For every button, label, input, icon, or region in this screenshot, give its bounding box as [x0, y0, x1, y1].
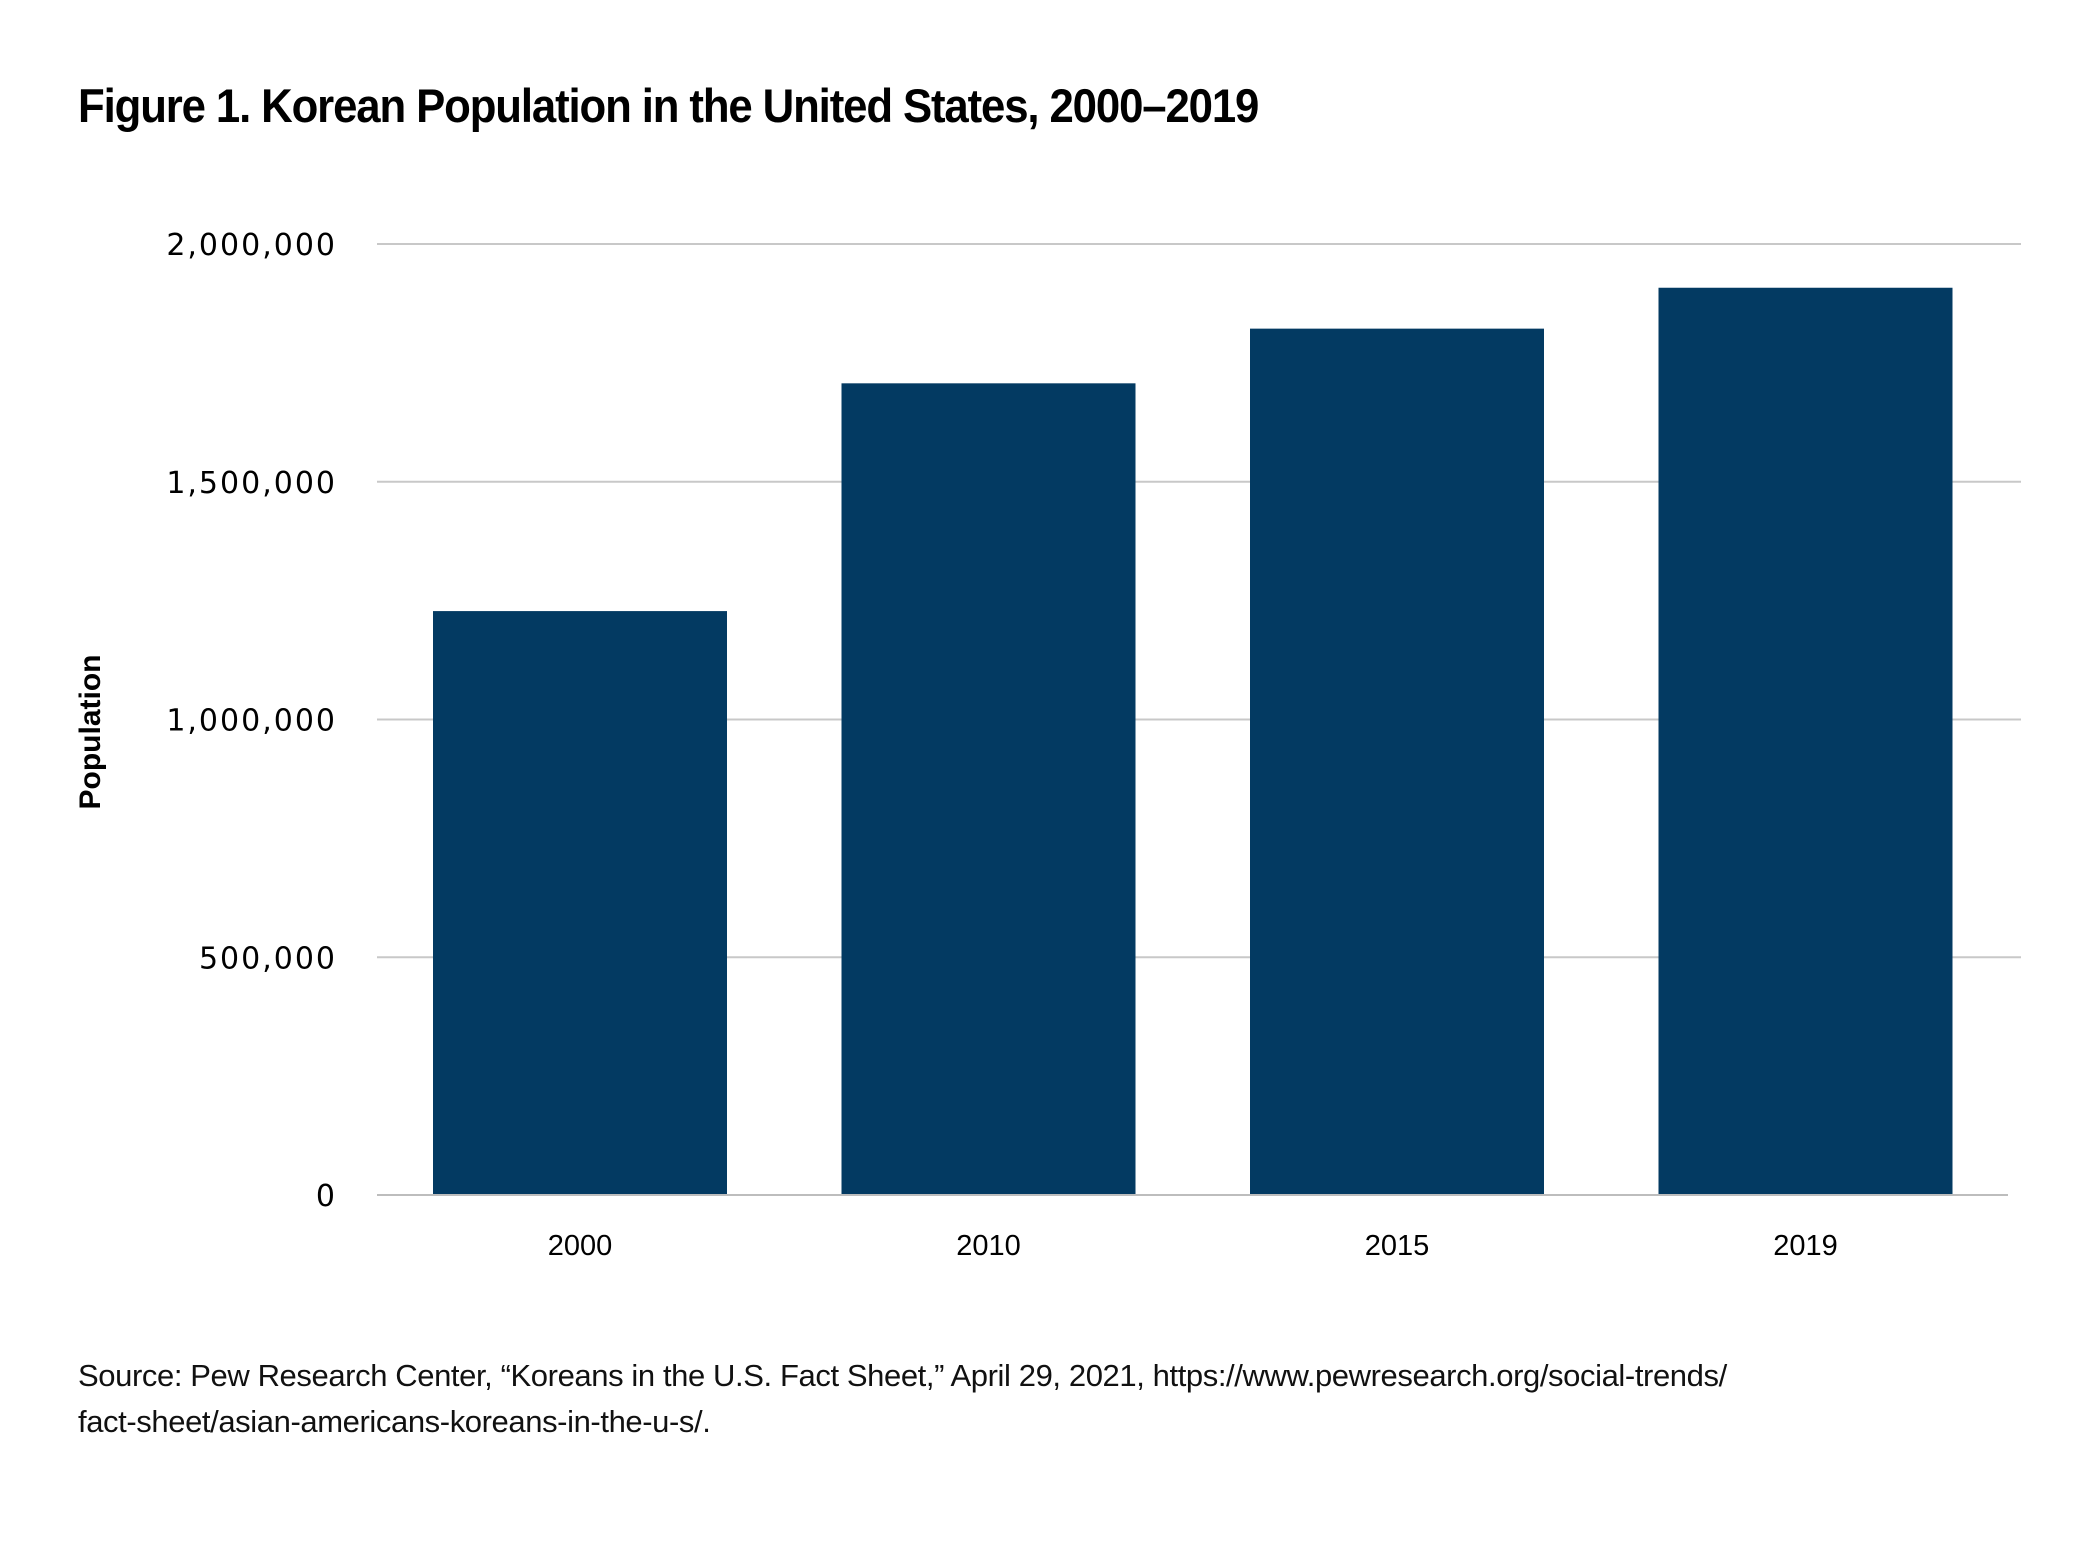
- bar-2010: [841, 383, 1136, 1195]
- y-tick-label: 1,000,000: [166, 704, 337, 739]
- y-tick-label: 0: [316, 1179, 337, 1214]
- y-tick-label: 2,000,000: [166, 228, 337, 263]
- source-line-2: fact-sheet/asian-americans-koreans-in-th…: [78, 1404, 711, 1439]
- bar-2000: [433, 611, 727, 1195]
- x-tick-label: 2015: [1365, 1230, 1430, 1262]
- y-tick-label: 500,000: [199, 941, 337, 976]
- source-note: Source: Pew Research Center, “Koreans in…: [78, 1353, 2038, 1445]
- x-tick-label: 2010: [956, 1230, 1021, 1262]
- y-tick-labels: 0 500,000 1,000,000 1,500,000 2,000,000: [166, 228, 337, 1214]
- x-tick-label: 2019: [1773, 1230, 1838, 1262]
- chart-title: Figure 1. Korean Population in the Unite…: [78, 79, 1259, 132]
- bar-2019: [1658, 287, 1953, 1196]
- bars: [433, 287, 1953, 1196]
- source-line-1: Source: Pew Research Center, “Koreans in…: [78, 1358, 1727, 1393]
- x-tick-label: 2000: [548, 1230, 613, 1262]
- bar-2015: [1250, 328, 1544, 1195]
- y-axis-label: Population: [74, 655, 107, 810]
- x-tick-labels: 2000 2010 2015 2019: [548, 1230, 1838, 1262]
- y-tick-label: 1,500,000: [166, 466, 337, 501]
